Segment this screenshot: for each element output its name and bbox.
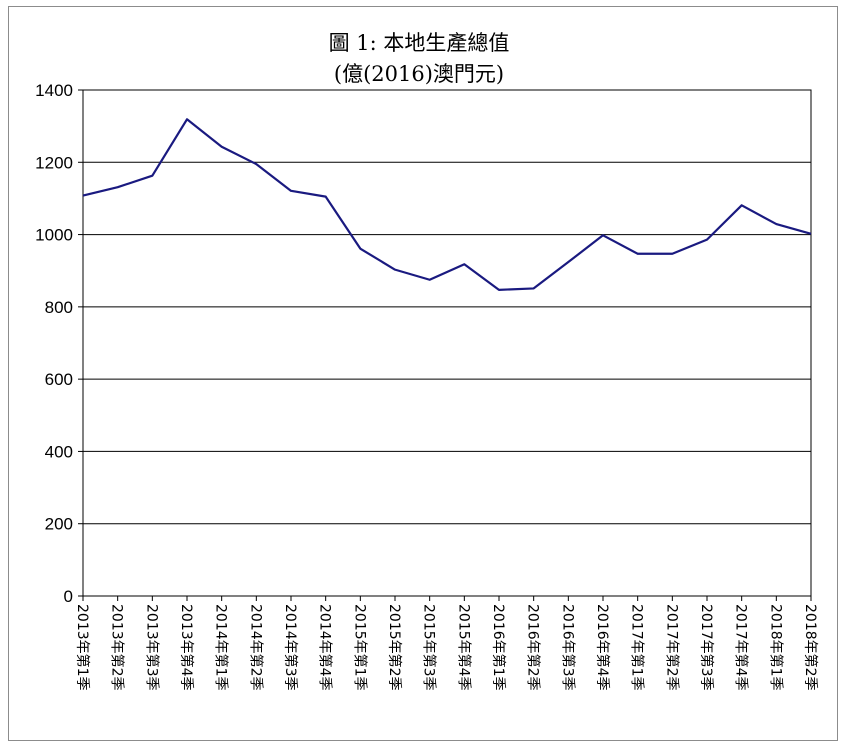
x-tick-label: 2013年第1季	[74, 604, 91, 691]
y-tick-label: 600	[45, 370, 73, 389]
x-tick-label: 2015年第2季	[386, 604, 403, 691]
y-tick-label: 1400	[35, 81, 73, 100]
y-tick-label: 1000	[35, 226, 73, 245]
x-tick-label: 2014年第3季	[282, 604, 299, 691]
y-tick-label: 200	[45, 515, 73, 534]
x-tick-label: 2013年第4季	[178, 604, 195, 691]
x-tick-label: 2016年第1季	[490, 604, 507, 691]
y-tick-label: 400	[45, 442, 73, 461]
x-tick-label: 2018年第2季	[802, 604, 819, 691]
y-tick-label: 800	[45, 298, 73, 317]
x-tick-label: 2017年第1季	[629, 604, 646, 691]
gdp-line-chart: 圖 1: 本地生產總值 (億(2016)澳門元) 0 200 400 600 800 10…	[35, 31, 819, 691]
plot-area	[82, 89, 812, 597]
x-tick-label: 2017年第4季	[733, 604, 750, 691]
gridlines	[83, 161, 811, 525]
y-tick-label: 1200	[35, 153, 73, 172]
x-tick-label: 2014年第2季	[247, 604, 264, 691]
x-tick-label: 2013年第3季	[143, 604, 160, 691]
x-tick-label: 2015年第4季	[455, 604, 472, 691]
x-tick-label: 2014年第4季	[317, 604, 334, 691]
x-tick-label: 2016年第4季	[594, 604, 611, 691]
x-tick-label: 2013年第2季	[109, 604, 126, 691]
x-tick-label: 2018年第1季	[767, 604, 784, 691]
x-tick-label: 2017年第3季	[698, 604, 715, 691]
x-tick-label: 2016年第3季	[559, 604, 576, 691]
chart-title: 圖 1: 本地生產總值	[329, 31, 510, 55]
chart-frame: 圖 1: 本地生產總值 (億(2016)澳門元) 0 200 400 600 800 10…	[8, 6, 838, 741]
y-axis-ticks: 0 200 400 600 800 1000 1200 1400	[35, 81, 83, 606]
x-tick-label: 2017年第2季	[663, 604, 680, 691]
x-tick-label: 2016年第2季	[525, 604, 542, 691]
chart-subtitle: (億(2016)澳門元)	[334, 62, 504, 86]
y-tick-label: 0	[64, 587, 73, 606]
series-line	[82, 118, 812, 291]
x-tick-label: 2014年第1季	[213, 604, 230, 691]
x-tick-label: 2015年第1季	[351, 604, 368, 691]
x-tick-label: 2015年第3季	[421, 604, 438, 691]
x-axis-ticks: 2013年第1季 2013年第2季 2013年第3季 2013年第4季 2014年第1季…	[74, 596, 819, 691]
